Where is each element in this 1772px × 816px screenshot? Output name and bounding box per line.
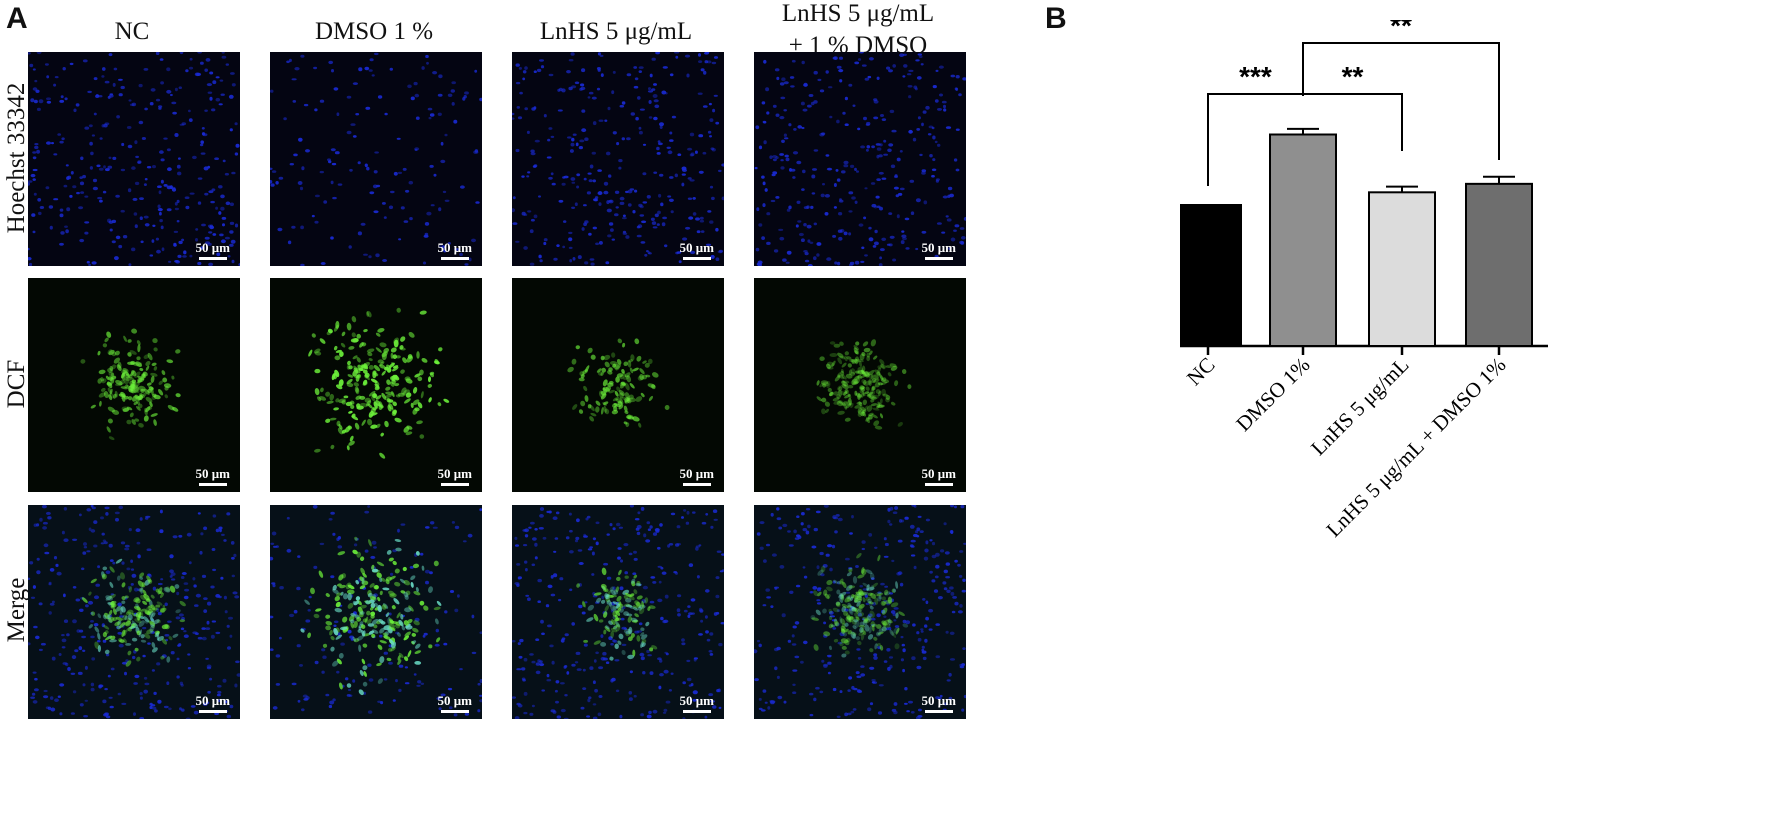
significance-label: ***	[1239, 61, 1272, 92]
bar-1	[1269, 133, 1337, 347]
column-title-lnhs: LnHS 5 μg/mL	[539, 18, 693, 45]
bar-3	[1465, 182, 1533, 347]
x-tick-label: DMSO 1%	[1231, 353, 1314, 436]
panel-b-letter: B	[1045, 2, 1067, 35]
micrograph-dcf-lnhs: 50 μm	[512, 278, 724, 492]
micrograph-hoechst-lnhs: 50 μm	[512, 52, 724, 266]
row-label-merge: Merge	[3, 577, 30, 643]
significance-bracket	[1302, 42, 1500, 160]
scale-bar-line	[924, 257, 953, 260]
scale-bar-label: 50 μm	[437, 466, 472, 481]
scale-bar-line	[440, 483, 469, 486]
scale-bar-label: 50 μm	[437, 693, 472, 708]
scale-bar: 50 μm	[196, 466, 230, 486]
row-label-hoechst: Hoechst 33342	[3, 82, 30, 234]
x-tick-label: LnHS 5 μg/mL + DMSO 1%	[1321, 353, 1510, 542]
scale-bar: 50 μm	[922, 240, 956, 260]
scale-bar-line	[682, 483, 711, 486]
micrograph-merge-lnhs-dmso: 50 μm	[754, 505, 966, 719]
micrograph-dcf-lnhs-dmso: 50 μm	[754, 278, 966, 492]
significance-bracket	[1302, 93, 1403, 151]
significance-label: **	[1390, 20, 1412, 41]
micrograph-dcf-nc: 50 μm	[28, 278, 240, 492]
scale-bar: 50 μm	[680, 466, 714, 486]
scale-bar: 50 μm	[196, 693, 230, 713]
micrograph-hoechst-dmso: 50 μm	[270, 52, 482, 266]
bar-0	[1180, 204, 1242, 347]
bar-2	[1368, 191, 1436, 347]
bar-chart: 050100150200% Green : Blue intensity rat…	[1180, 20, 1548, 542]
scale-bar: 50 μm	[680, 240, 714, 260]
scale-bar-label: 50 μm	[679, 240, 714, 255]
micrograph-merge-lnhs: 50 μm	[512, 505, 724, 719]
scale-bar-label: 50 μm	[921, 693, 956, 708]
scale-bar-line	[198, 710, 227, 713]
x-tick-label: NC	[1182, 353, 1220, 391]
scale-bar-line	[440, 710, 469, 713]
scale-bar: 50 μm	[196, 240, 230, 260]
scale-bar: 50 μm	[922, 466, 956, 486]
scale-bar: 50 μm	[922, 693, 956, 713]
row-label-dcf: DCF	[3, 359, 30, 409]
scale-bar-line	[440, 257, 469, 260]
micrograph-hoechst-nc: 50 μm	[28, 52, 240, 266]
x-tick-label: LnHS 5 μg/mL	[1306, 353, 1413, 460]
scale-bar-label: 50 μm	[679, 466, 714, 481]
scale-bar: 50 μm	[438, 240, 472, 260]
micrograph-merge-nc: 50 μm	[28, 505, 240, 719]
scale-bar-line	[924, 483, 953, 486]
column-title-nc: NC	[114, 18, 150, 45]
scale-bar: 50 μm	[438, 466, 472, 486]
significance-label: **	[1342, 61, 1364, 92]
scale-bar-label: 50 μm	[195, 240, 230, 255]
scale-bar-label: 50 μm	[921, 466, 956, 481]
micrograph-dcf-dmso: 50 μm	[270, 278, 482, 492]
scale-bar-label: 50 μm	[679, 693, 714, 708]
scale-bar: 50 μm	[680, 693, 714, 713]
scale-bar-line	[198, 483, 227, 486]
scale-bar-line	[682, 710, 711, 713]
scale-bar-label: 50 μm	[195, 466, 230, 481]
micrograph-hoechst-lnhs-dmso: 50 μm	[754, 52, 966, 266]
scale-bar-label: 50 μm	[437, 240, 472, 255]
scale-bar-line	[682, 257, 711, 260]
scale-bar-label: 50 μm	[195, 693, 230, 708]
column-title-dmso: DMSO 1 %	[314, 18, 434, 45]
scale-bar-line	[924, 710, 953, 713]
micrograph-merge-dmso: 50 μm	[270, 505, 482, 719]
scale-bar: 50 μm	[438, 693, 472, 713]
scale-bar-label: 50 μm	[921, 240, 956, 255]
scale-bar-line	[198, 257, 227, 260]
panel-a-letter: A	[6, 2, 28, 35]
